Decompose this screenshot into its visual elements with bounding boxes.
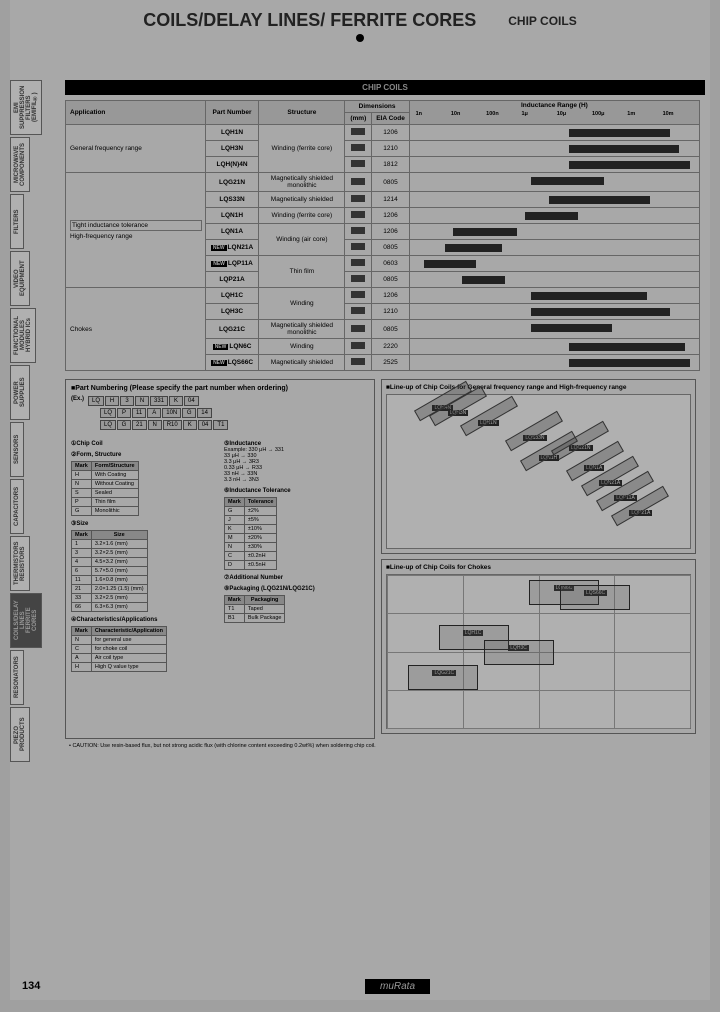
divider-dot <box>356 34 364 42</box>
tab-item: RESONATORS <box>10 650 24 705</box>
tab-item: PIEZO PRODUCTS <box>10 707 30 762</box>
product-table: ApplicationPart NumberStructureDimension… <box>65 100 700 371</box>
chart1-title: ■Line-up of Chip Coils for General frequ… <box>386 384 691 391</box>
charts-panel: ■Line-up of Chip Coils for General frequ… <box>381 379 696 739</box>
chart1-plot: LQH4NLQH3NLQH1NLQS33NLQG21NLQN1HLQN1ALQN… <box>386 394 691 549</box>
part-numbering-panel: ■Part Numbering (Please specify the part… <box>65 379 375 739</box>
tab-item: COILS/DELAY LINES FERRITE CORES <box>10 593 42 648</box>
page-number: 134 <box>22 980 40 992</box>
chart2-plot: LQN6CLQS66CLQH1CLQH3CLQG21C <box>386 574 691 729</box>
main-title: COILS/DELAY LINES/ FERRITE CORES <box>143 10 476 31</box>
side-tabs: EMI SUPPRESSION FILTERS (EMIFIL®)MICROWA… <box>10 80 60 764</box>
chart-chokes: ■Line-up of Chip Coils for Chokes LQN6CL… <box>381 559 696 734</box>
chart2-title: ■Line-up of Chip Coils for Chokes <box>386 564 691 571</box>
tab-item: FILTERS <box>10 194 24 249</box>
content-area: CHIP COILS ApplicationPart NumberStructu… <box>65 80 705 749</box>
section-banner: CHIP COILS <box>65 80 705 95</box>
tab-item: SENSORS <box>10 422 24 477</box>
chart-freq-inductance: ■Line-up of Chip Coils for General frequ… <box>381 379 696 554</box>
tab-item: MICROWAVE COMPONENTS <box>10 137 30 192</box>
tab-item: POWER SUPPLIES <box>10 365 30 420</box>
tab-item: CAPACITORS <box>10 479 24 534</box>
subtitle: CHIP COILS <box>508 14 576 28</box>
tab-item: EMI SUPPRESSION FILTERS (EMIFIL®) <box>10 80 42 135</box>
caution-text: • CAUTION: Use resin-based flux, but not… <box>65 743 705 749</box>
tab-item: FUNCTIONAL MODULES HYBRID ICs <box>10 308 36 363</box>
page-header: COILS/DELAY LINES/ FERRITE CORES CHIP CO… <box>10 0 710 50</box>
tab-item: VIDEO EQUIPMENT <box>10 251 30 306</box>
brand-logo: muRata <box>365 979 430 994</box>
tab-item: THERMISTORS RESISTORS <box>10 536 30 591</box>
